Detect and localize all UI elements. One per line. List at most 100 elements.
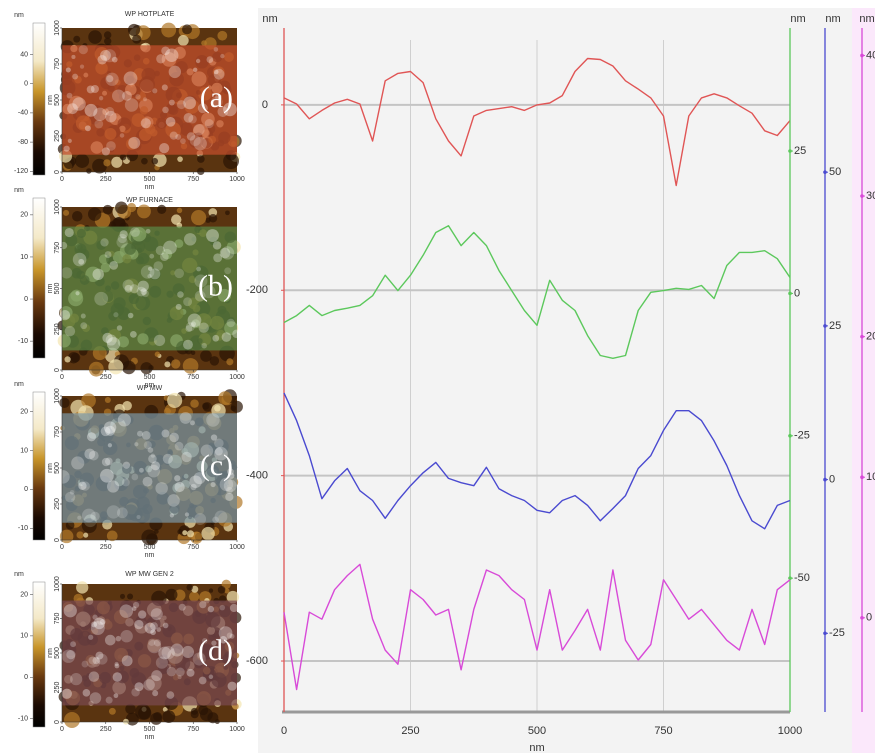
grain [72,210,83,222]
grain [92,656,100,665]
grain [92,268,104,281]
colorbar-tick-label: -10 [18,338,28,345]
grain [176,207,183,214]
grain [63,604,77,618]
y-tick-label: 1000 [54,20,61,36]
grain [80,481,90,491]
grain [151,157,159,165]
grain [120,630,133,643]
grain [187,313,202,328]
grain [153,334,166,347]
grain [193,123,205,136]
grain [213,68,225,80]
grain [61,688,72,699]
grain [225,210,230,216]
grain [197,103,208,114]
grain [140,265,155,279]
y-tick-label: 250 [54,682,61,694]
grain [147,464,161,478]
grain [107,443,113,448]
grain [221,332,232,342]
x-tick-label: 0 [60,374,64,381]
y-axis-label: nm [790,13,805,25]
y-tick-label: -200 [246,284,268,296]
grain [182,530,188,536]
grain [198,322,209,333]
x-tick-label: 250 [100,726,112,733]
grain [217,586,226,594]
y-tick-dot [823,170,827,174]
grain [141,430,151,440]
grain [168,99,175,106]
grain [71,456,85,470]
grain [227,681,237,691]
afm-panel: WP MW GEN 2 nm -10 0 10 20 (d) 0 250 500 750 1000 nm… [14,571,245,741]
colorbar-tick-label: 20 [20,408,28,415]
grain [90,511,100,522]
grain [189,135,201,147]
grain [182,358,199,374]
y-tick-label: 0 [866,612,872,624]
grain [64,325,76,337]
grain [197,155,205,163]
grain [65,520,75,530]
grain [134,442,139,447]
grain [223,479,237,493]
y-tick-label: 10 [866,471,875,483]
grain [105,72,119,86]
grain [175,667,185,677]
grain [134,682,144,692]
grain [183,96,196,110]
y-tick-label: 1000 [54,199,61,215]
panel-label: (a) [200,81,233,114]
grain [183,112,194,123]
x-tick-label: 0 [60,726,64,733]
grain [101,457,111,467]
grain [106,75,114,83]
grain [80,313,86,319]
colorbar-tick-label: 10 [20,447,28,454]
grain [159,143,170,154]
grain [147,639,162,654]
grain [73,35,81,43]
y-tick-label: 250 [54,130,61,142]
grain [212,241,222,250]
grain [147,273,152,279]
y-tick-label: 50 [829,166,841,178]
grain [121,478,130,487]
selection-overlay [62,226,237,351]
grain [102,332,113,344]
x-tick-label: 750 [187,374,199,381]
colorbar-tick-label: 0 [24,80,28,87]
grain [220,53,225,59]
grain [108,707,116,715]
grain [177,34,189,46]
x-tick-label: 250 [401,725,419,737]
x-tick-label: 0 [60,176,64,183]
grain [153,639,162,647]
grain [132,34,142,44]
grain [136,286,147,297]
y-tick-label: 250 [54,323,61,335]
grain [90,84,99,94]
grain [101,147,111,156]
grain [181,645,195,659]
y-tick-label: -25 [794,430,810,442]
grain [98,96,104,101]
grain [67,103,78,115]
grain [105,106,115,116]
y-tick-label: -400 [246,470,268,482]
x-tick-label: 250 [100,544,112,551]
y-tick-label: 25 [794,145,806,157]
grain [72,252,87,267]
grain [100,49,111,61]
grain [81,393,96,409]
grain [61,649,76,663]
grain [217,106,229,117]
y-tick-label: 40 [866,49,875,61]
grain [218,391,232,405]
grain [137,204,151,219]
grain [64,227,74,238]
grain [67,138,72,143]
